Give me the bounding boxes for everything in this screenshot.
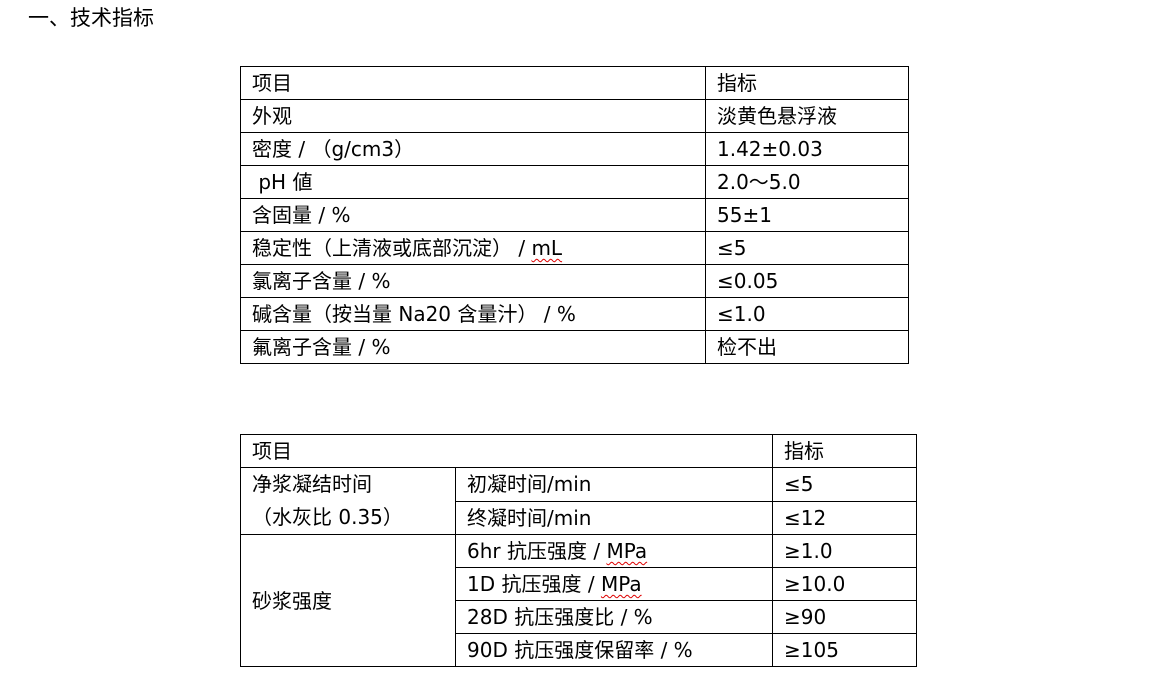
value-cell: 1.42±0.03 (705, 132, 909, 166)
table-header-row: 项目 指标 (240, 434, 917, 468)
item-text: 稳定性（上清液或底部沉淀） / (252, 236, 532, 260)
table-row: 净浆凝结时间 （水灰比 0.35） 初凝时间/min ≤5 (240, 467, 917, 535)
table-row: 稳定性（上清液或底部沉淀） / mL ≤5 (240, 231, 909, 265)
item-cell: 含固量 / % (240, 198, 706, 232)
value-cell: 2.0～5.0 (705, 165, 909, 199)
unit-ml: mL (531, 236, 563, 260)
item-text: 6hr 抗压强度 / (467, 539, 607, 563)
table-row: 氟离子含量 / % 检不出 (240, 330, 909, 364)
value-cell: ≤12 (772, 500, 917, 535)
group-mortar-strength: 砂浆强度 (240, 534, 456, 667)
item-cell: 碱含量（按当量 Na20 含量汁） / % (240, 297, 706, 331)
table-row: 密度 / （g/cm3） 1.42±0.03 (240, 132, 909, 166)
group-label-line1: 净浆凝结时间 (252, 472, 372, 496)
item-cell: 90D 抗压强度保留率 / % (455, 633, 773, 667)
value-cell: 检不出 (705, 330, 909, 364)
section-heading: 一、技术指标 (28, 6, 154, 30)
value-cell: ≤0.05 (705, 264, 909, 298)
value-cell: ≤1.0 (705, 297, 909, 331)
item-cell: 28D 抗压强度比 / % (455, 600, 773, 634)
table-row: 外观 淡黄色悬浮液 (240, 99, 909, 133)
item-text: 1D 抗压强度 / (467, 572, 601, 596)
performance-specs-table: 项目 指标 净浆凝结时间 （水灰比 0.35） 初凝时间/min ≤5 终凝时间… (240, 434, 917, 667)
item-cell: 氟离子含量 / % (240, 330, 706, 364)
value-cell: ≥105 (772, 633, 917, 667)
value-cell: 55±1 (705, 198, 909, 232)
value-cell: ≤5 (705, 231, 909, 265)
unit-mpa: MPa (606, 539, 648, 563)
table-row: 砂浆强度 6hr 抗压强度 / MPa ≥1.0 (240, 534, 917, 667)
item-cell: 外观 (240, 99, 706, 133)
table-row: 1D 抗压强度 / MPa ≥10.0 (241, 567, 917, 601)
item-cell: 6hr 抗压强度 / MPa (455, 534, 773, 568)
header-spec: 指标 (772, 434, 917, 468)
item-cell: 1D 抗压强度 / MPa (455, 567, 773, 601)
value-cell: ≥90 (772, 600, 917, 634)
table-row: 终凝时间/min ≤12 (241, 500, 917, 535)
table-row: 90D 抗压强度保留率 / % ≥105 (241, 633, 917, 667)
header-item: 项目 (240, 66, 706, 100)
header-spec: 指标 (705, 66, 909, 100)
item-cell: 密度 / （g/cm3） (240, 132, 706, 166)
table-row: pH 値 2.0～5.0 (240, 165, 909, 199)
item-cell: pH 値 (240, 165, 706, 199)
value-cell: ≥10.0 (772, 567, 917, 601)
item-cell: 稳定性（上清液或底部沉淀） / mL (240, 231, 706, 265)
technical-specs-table: 项目 指标 外观 淡黄色悬浮液 密度 / （g/cm3） 1.42±0.03 pH … (240, 66, 909, 364)
item-cell: 初凝时间/min (455, 467, 773, 502)
table-row: 氯离子含量 / % ≤0.05 (240, 264, 909, 298)
table-header-row: 项目 指标 (240, 66, 909, 100)
header-item: 项目 (240, 434, 773, 468)
table-row: 28D 抗压强度比 / % ≥90 (241, 600, 917, 634)
group-label-line2: （水灰比 0.35） (252, 505, 403, 529)
group-setting-time: 净浆凝结时间 （水灰比 0.35） (240, 467, 456, 535)
item-cell: 终凝时间/min (455, 500, 773, 535)
unit-mpa: MPa (600, 572, 642, 596)
item-cell: 氯离子含量 / % (240, 264, 706, 298)
value-cell: ≤5 (772, 467, 917, 502)
table-row: 含固量 / % 55±1 (240, 198, 909, 232)
value-cell: 淡黄色悬浮液 (705, 99, 909, 133)
table-row: 碱含量（按当量 Na20 含量汁） / % ≤1.0 (240, 297, 909, 331)
value-cell: ≥1.0 (772, 534, 917, 568)
